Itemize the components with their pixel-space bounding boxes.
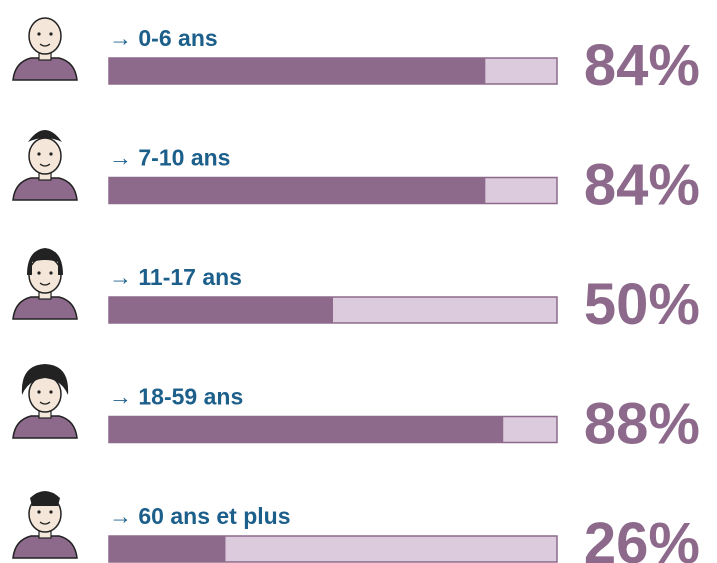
category-label: → 60 ans et plus <box>109 503 291 529</box>
category-label: → 7-10 ans <box>109 145 230 171</box>
bar <box>109 297 333 323</box>
avatar <box>13 248 77 319</box>
bar <box>109 536 225 562</box>
value-label: 84% <box>584 153 700 218</box>
value-label: 88% <box>584 392 700 457</box>
value-label: 26% <box>584 511 700 563</box>
bar <box>109 178 485 204</box>
value-label: 50% <box>584 272 700 337</box>
chart: → 0-6 ans 84% → 7-10 ans 84% → 11-17 ans 50% →… <box>0 0 717 563</box>
avatar <box>13 364 77 438</box>
avatar <box>13 491 77 558</box>
category-label: → 0-6 ans <box>109 25 218 51</box>
value-label: 84% <box>584 33 700 98</box>
category-label: → 11-17 ans <box>109 264 242 290</box>
category-label: → 18-59 ans <box>109 384 243 410</box>
avatar <box>13 18 77 80</box>
bar <box>109 58 485 84</box>
bar <box>109 417 503 443</box>
avatar <box>13 130 77 200</box>
